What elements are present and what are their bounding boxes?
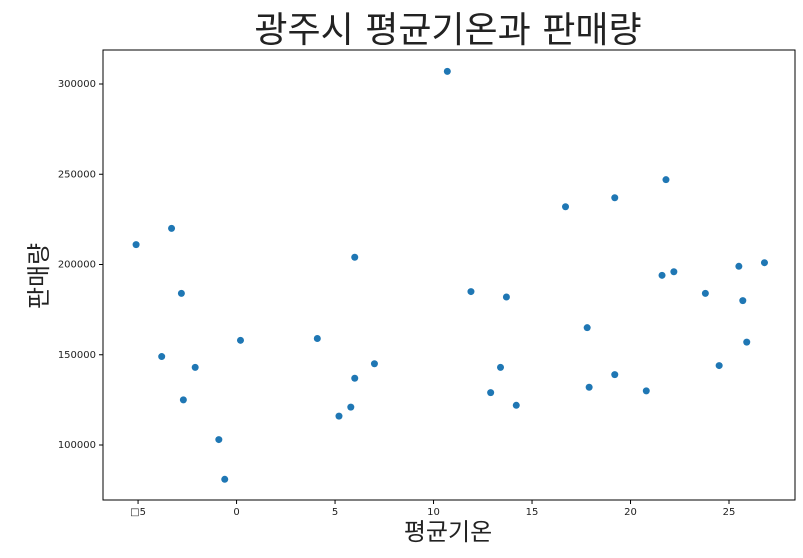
plot-frame: [102, 49, 796, 501]
chart-title: 광주시 평균기온과 판매량: [254, 10, 641, 51]
point: [611, 371, 619, 379]
point: [735, 262, 743, 270]
y-axis-label: 판매량: [25, 243, 53, 309]
point: [715, 362, 723, 370]
point: [760, 259, 768, 267]
x-tick-label: 5: [332, 507, 338, 518]
point: [502, 293, 510, 301]
y-tick-label: 150000: [58, 350, 96, 361]
point: [701, 289, 709, 297]
point: [370, 360, 378, 368]
point: [467, 288, 475, 296]
point: [583, 324, 591, 332]
point: [215, 436, 223, 444]
point: [335, 412, 343, 420]
y-tick-label: 200000: [58, 260, 96, 271]
point: [512, 401, 520, 409]
point: [347, 403, 355, 411]
point: [132, 241, 140, 249]
point: [585, 383, 593, 391]
x-tick-label: 20: [624, 507, 637, 518]
point: [177, 289, 185, 297]
point: [443, 67, 451, 75]
x-tick-label: 0: [233, 507, 239, 518]
point: [658, 271, 666, 279]
point: [351, 253, 359, 261]
y-tick-label: 300000: [58, 79, 96, 90]
y-tick-label: 100000: [58, 440, 96, 451]
point: [351, 374, 359, 382]
point: [313, 335, 321, 343]
point: [743, 338, 751, 346]
point: [611, 194, 619, 202]
point: [221, 475, 229, 483]
point: [158, 353, 166, 361]
point: [168, 224, 176, 232]
x-tick-label: □5: [130, 507, 146, 518]
point: [642, 387, 650, 395]
point: [497, 363, 505, 371]
x-tick-label: 15: [526, 507, 539, 518]
x-tick-label: 10: [427, 507, 440, 518]
point: [662, 176, 670, 184]
point: [236, 336, 244, 344]
point: [487, 389, 495, 397]
x-tick-label: 25: [723, 507, 736, 518]
point: [191, 363, 199, 371]
point: [670, 268, 678, 276]
point: [179, 396, 187, 404]
point: [739, 297, 747, 305]
y-tick-label: 250000: [58, 169, 96, 180]
x-axis-label: 평균기온: [404, 518, 492, 546]
point: [562, 203, 570, 211]
